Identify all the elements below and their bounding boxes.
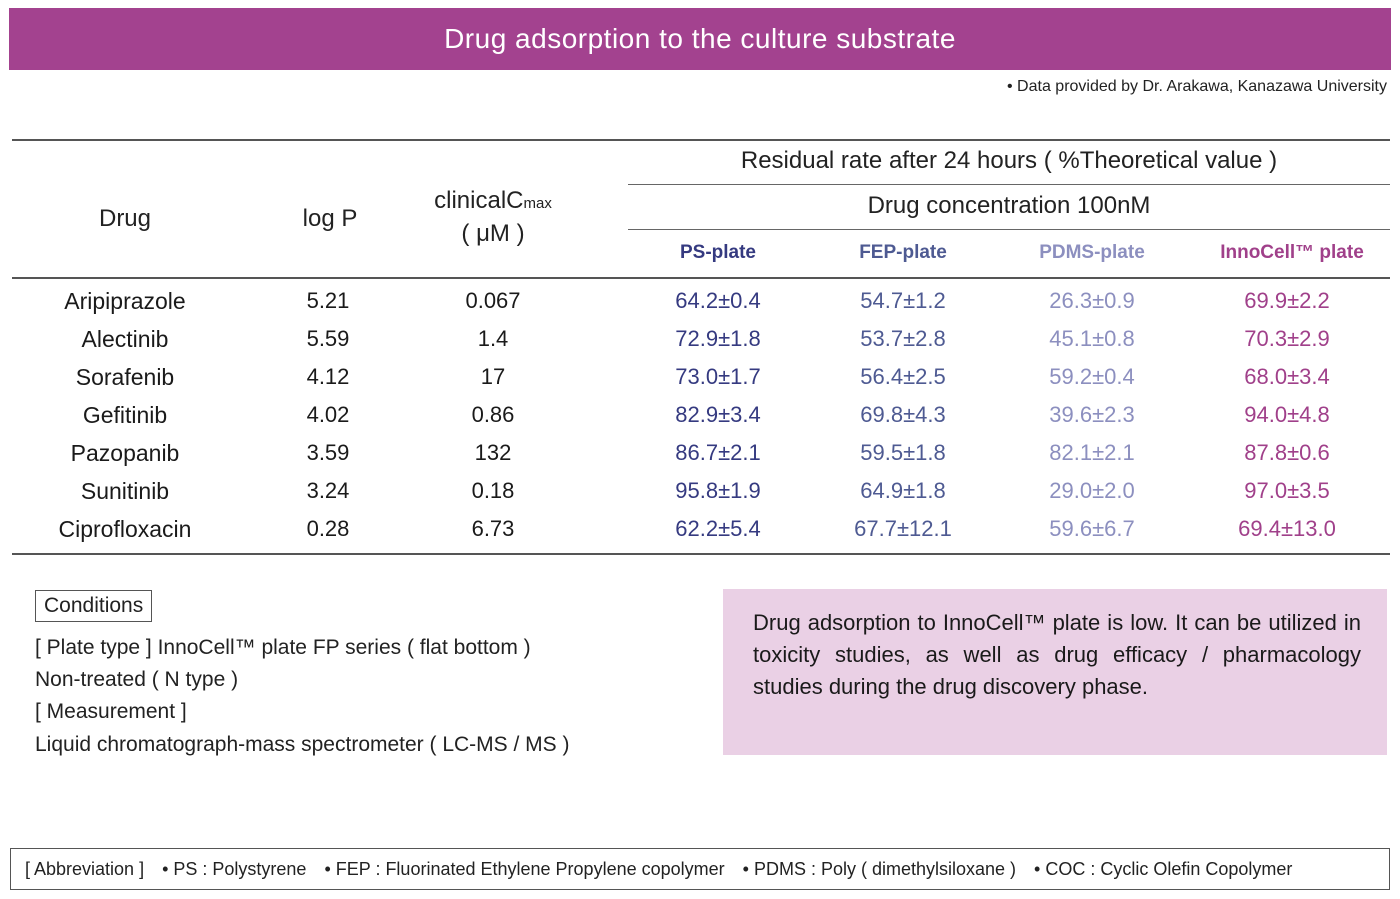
table-row: Sorafenib 4.12 17 73.0±1.7 56.4±2.5 59.2… <box>0 364 1400 402</box>
concentration-rule <box>628 229 1390 230</box>
table-row: Sunitinib 3.24 0.18 95.8±1.9 64.9±1.8 29… <box>0 478 1400 516</box>
page-title: Drug adsorption to the culture substrate <box>444 23 956 54</box>
summary-note: Drug adsorption to InnoCell™ plate is lo… <box>723 589 1387 755</box>
conditions-label: Conditions <box>35 590 153 622</box>
table-row: Pazopanib 3.59 132 86.7±2.1 59.5±1.8 82.… <box>0 440 1400 478</box>
cell-cmax: 1.4 <box>477 326 509 351</box>
cell-drug: Sorafenib <box>75 364 175 390</box>
cell-innocell: 69.9±2.2 <box>1244 288 1330 313</box>
cell-ps: 95.8±1.9 <box>675 478 761 503</box>
cell-drug: Sunitinib <box>80 478 170 504</box>
table-row: Alectinib 5.59 1.4 72.9±1.8 53.7±2.8 45.… <box>0 326 1400 364</box>
header-innocell-plate: InnoCell™ plate <box>1220 242 1364 263</box>
cell-drug: Ciprofloxacin <box>58 516 192 542</box>
cell-drug: Gefitinib <box>82 402 168 428</box>
page-title-banner: Drug adsorption to the culture substrate <box>9 8 1391 70</box>
cell-ps: 73.0±1.7 <box>675 364 761 389</box>
abbreviation-coc: • COC : Cyclic Olefin Copolymer <box>1034 858 1293 879</box>
header-fep-plate: FEP-plate <box>859 242 947 263</box>
cell-pdms: 29.0±2.0 <box>1049 478 1135 503</box>
table-row: Aripiprazole 5.21 0.067 64.2±0.4 54.7±1.… <box>0 288 1400 326</box>
header-residual: Residual rate after 24 hours ( %Theoreti… <box>740 147 1278 174</box>
abbreviation-ps: • PS : Polystyrene <box>162 858 307 879</box>
data-credit: • Data provided by Dr. Arakawa, Kanazawa… <box>1007 78 1387 95</box>
cell-drug: Pazopanib <box>70 440 180 466</box>
table-bottom-rule <box>12 553 1390 555</box>
cell-cmax: 0.067 <box>465 288 521 313</box>
cell-ps: 72.9±1.8 <box>675 326 761 351</box>
cell-fep: 64.9±1.8 <box>860 478 946 503</box>
cell-innocell: 69.4±13.0 <box>1238 516 1336 541</box>
condition-treatment: Non-treated ( N type ) <box>35 668 239 691</box>
cell-cmax: 17 <box>480 364 506 389</box>
cell-logp: 3.59 <box>306 440 350 465</box>
cell-ps: 62.2±5.4 <box>675 516 761 541</box>
abbreviation-heading: [ Abbreviation ] <box>25 858 145 879</box>
table-row: Ciprofloxacin 0.28 6.73 62.2±5.4 67.7±12… <box>0 516 1400 554</box>
abbreviation-bar: [ Abbreviation ] • PS : Polystyrene • FE… <box>10 848 1390 890</box>
abbreviation-pdms: • PDMS : Poly ( dimethylsiloxane ) <box>742 858 1017 879</box>
cell-fep: 67.7±12.1 <box>854 516 952 541</box>
cell-fep: 59.5±1.8 <box>860 440 946 465</box>
cell-pdms: 45.1±0.8 <box>1049 326 1135 351</box>
cell-innocell: 97.0±3.5 <box>1244 478 1330 503</box>
cell-ps: 64.2±0.4 <box>675 288 761 313</box>
header-cmax-subscript: max <box>523 195 552 212</box>
cell-cmax: 6.73 <box>471 516 515 541</box>
cell-pdms: 59.6±6.7 <box>1049 516 1135 541</box>
cell-cmax: 132 <box>474 440 512 465</box>
cell-fep: 69.8±4.3 <box>860 402 946 427</box>
condition-measurement-heading: [ Measurement ] <box>35 700 187 723</box>
condition-measurement-method: Liquid chromatograph-mass spectrometer (… <box>35 733 570 756</box>
header-drug: Drug <box>98 205 152 232</box>
cell-logp: 3.24 <box>306 478 350 503</box>
cell-innocell: 70.3±2.9 <box>1244 326 1330 351</box>
cell-fep: 54.7±1.2 <box>860 288 946 313</box>
cell-logp: 5.21 <box>306 288 350 313</box>
cell-innocell: 68.0±3.4 <box>1244 364 1330 389</box>
condition-plate-type: [ Plate type ] InnoCell™ plate FP series… <box>35 636 531 659</box>
cell-logp: 5.59 <box>306 326 350 351</box>
header-cmax: clinicalCmax ( μM ) <box>403 186 583 249</box>
cell-cmax: 0.18 <box>471 478 515 503</box>
cell-ps: 86.7±2.1 <box>675 440 761 465</box>
cell-innocell: 94.0±4.8 <box>1244 402 1330 427</box>
header-cmax-unit: ( μM ) <box>461 220 525 247</box>
cell-cmax: 0.86 <box>471 402 515 427</box>
header-pdms-plate: PDMS-plate <box>1039 242 1145 263</box>
table-header-rule <box>12 277 1390 279</box>
residual-rule <box>628 184 1390 185</box>
cell-ps: 82.9±3.4 <box>675 402 761 427</box>
cell-logp: 0.28 <box>306 516 350 541</box>
table-top-rule <box>12 139 1390 141</box>
cell-fep: 56.4±2.5 <box>860 364 946 389</box>
cell-fep: 53.7±2.8 <box>860 326 946 351</box>
cell-drug: Alectinib <box>81 326 169 352</box>
header-cmax-label: clinicalC <box>434 187 524 214</box>
abbreviation-fep: • FEP : Fluorinated Ethylene Propylene c… <box>324 858 725 879</box>
cell-logp: 4.02 <box>306 402 350 427</box>
cell-pdms: 59.2±0.4 <box>1049 364 1135 389</box>
cell-innocell: 87.8±0.6 <box>1244 440 1330 465</box>
header-concentration: Drug concentration 100nM <box>867 192 1151 219</box>
cell-pdms: 82.1±2.1 <box>1049 440 1135 465</box>
cell-drug: Aripiprazole <box>64 288 186 314</box>
cell-pdms: 26.3±0.9 <box>1049 288 1135 313</box>
header-ps-plate: PS-plate <box>679 242 757 263</box>
cell-logp: 4.12 <box>306 364 350 389</box>
table-row: Gefitinib 4.02 0.86 82.9±3.4 69.8±4.3 39… <box>0 402 1400 440</box>
cell-pdms: 39.6±2.3 <box>1049 402 1135 427</box>
header-logp: log P <box>302 205 358 232</box>
